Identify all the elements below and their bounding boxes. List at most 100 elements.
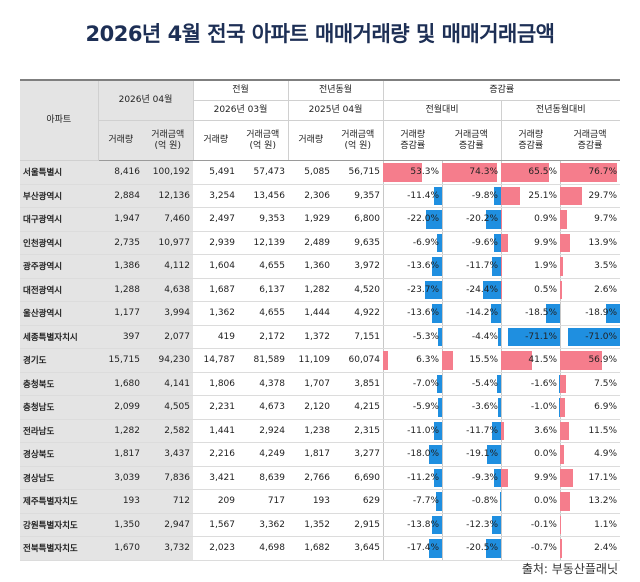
positive-change-bar: [501, 257, 503, 276]
header-prev-year: 전년동월: [287, 80, 383, 101]
prev-year-volume-cell: 2,489: [288, 231, 333, 255]
change-cell: 41.5%: [501, 348, 560, 373]
change-axis: [442, 490, 443, 513]
change-value: 6.9%: [594, 402, 618, 413]
change-axis: [383, 372, 384, 395]
change-axis: [383, 302, 384, 325]
prev-month-volume-cell: 419: [193, 325, 238, 349]
change-value: 7.5%: [594, 378, 618, 389]
prev-month-volume-cell: 1,441: [193, 419, 238, 443]
prev-month-volume-cell: 209: [193, 489, 238, 514]
table-row: 충청남도 2,099 4,505 2,231 4,673 2,120 4,215 -5.9% -…: [20, 395, 621, 420]
change-cell: -6.9%: [383, 231, 442, 255]
change-cell: 6.9%: [560, 395, 621, 420]
change-cell: -5.9%: [383, 395, 442, 420]
positive-change-bar: [560, 539, 562, 558]
change-value: 74.3%: [469, 167, 498, 178]
change-value: -9.6%: [471, 237, 498, 248]
change-axis: [383, 513, 384, 536]
region-name: 울산광역시: [20, 301, 98, 326]
change-value: -3.6%: [471, 402, 498, 413]
positive-change-bar: [560, 257, 563, 276]
change-cell: 0.0%: [501, 489, 560, 514]
change-value: 4.9%: [594, 449, 618, 460]
change-axis: [442, 208, 443, 231]
prev-year-amount-cell: 7,151: [333, 325, 383, 349]
positive-change-bar: [383, 163, 423, 182]
positive-change-bar: [560, 398, 566, 417]
prev-month-amount-cell: 81,589: [238, 348, 288, 373]
header-prev-month: 전월: [192, 80, 288, 101]
change-axis: [501, 372, 502, 395]
change-cell: 3.6%: [501, 419, 560, 443]
change-value: -13.6%: [407, 308, 439, 319]
change-cell: -19.1%: [442, 442, 501, 467]
page-title: 2026년 4월 전국 아파트 매매거래량 및 매매거래금액: [85, 22, 555, 46]
change-cell: 56.9%: [560, 348, 621, 373]
change-value: -11.7%: [466, 425, 498, 436]
change-value: 2.6%: [594, 284, 618, 295]
prev-year-amount-cell: 2,915: [333, 513, 383, 537]
change-cell: -7.7%: [383, 489, 442, 514]
change-axis: [442, 466, 443, 489]
amount-cell: 2,077: [143, 325, 193, 349]
negative-change-bar: [494, 468, 501, 487]
change-cell: 7.5%: [560, 372, 621, 396]
prev-month-amount-cell: 4,698: [238, 536, 288, 561]
change-value: -18.5%: [525, 308, 557, 319]
change-cell: 1.9%: [501, 254, 560, 279]
positive-change-bar: [501, 233, 509, 252]
col-mom-amt-change: 거래금액 증감률: [442, 120, 501, 161]
volume-cell: 2,735: [98, 231, 143, 255]
volume-cell: 8,416: [98, 160, 143, 185]
amount-cell: 4,505: [143, 395, 193, 420]
region-name: 전북특별자치도: [20, 536, 98, 561]
change-value: -23.7%: [407, 284, 439, 295]
change-axis: [383, 184, 384, 207]
change-axis: [501, 325, 502, 348]
change-value: -11.0%: [407, 425, 439, 436]
negative-change-bar: [497, 374, 501, 393]
region-name: 충청남도: [20, 395, 98, 420]
positive-change-bar: [560, 186, 582, 205]
table-row: 부산광역시 2,884 12,136 3,254 13,456 2,306 9,357 -11…: [20, 184, 621, 208]
volume-cell: 15,715: [98, 348, 143, 373]
prev-year-volume-cell: 1,238: [288, 419, 333, 443]
table-row: 인천광역시 2,735 10,977 2,939 12,139 2,489 9,635 -6.…: [20, 231, 621, 255]
table-row: 전라남도 1,282 2,582 1,441 2,924 1,238 2,315 -11.0%…: [20, 419, 621, 443]
negative-change-bar: [507, 327, 560, 346]
amount-cell: 712: [143, 489, 193, 514]
change-axis: [383, 419, 384, 442]
change-cell: 0.5%: [501, 278, 560, 302]
change-cell: -17.4%: [383, 536, 442, 561]
change-axis: [560, 325, 561, 348]
table-row: 대전광역시 1,288 4,638 1,687 6,137 1,282 4,520 -23.7…: [20, 278, 621, 302]
negative-change-bar: [546, 304, 560, 323]
header-yoy: 전년동월대비: [500, 100, 621, 121]
volume-cell: 1,288: [98, 278, 143, 302]
prev-month-volume-cell: 2,939: [193, 231, 238, 255]
positive-change-bar: [442, 351, 454, 370]
change-value: 76.7%: [588, 167, 618, 178]
change-cell: -11.7%: [442, 419, 501, 443]
amount-cell: 7,460: [143, 207, 193, 232]
change-axis: [501, 396, 502, 419]
change-value: 9.9%: [534, 472, 557, 483]
change-value: -22.0%: [407, 214, 439, 225]
change-value: -1.6%: [530, 378, 557, 389]
header-change: 증감률: [382, 80, 621, 101]
volume-cell: 2,099: [98, 395, 143, 420]
region-name: 전라남도: [20, 419, 98, 443]
prev-year-amount-cell: 9,635: [333, 231, 383, 255]
negative-change-bar: [558, 374, 560, 393]
change-value: 1.1%: [594, 519, 618, 530]
change-cell: -13.8%: [383, 513, 442, 537]
change-value: 2.4%: [594, 543, 618, 554]
change-value: 53.3%: [410, 167, 439, 178]
change-value: -20.5%: [466, 543, 498, 554]
change-axis: [383, 466, 384, 489]
change-cell: -9.6%: [442, 231, 501, 255]
negative-change-bar: [436, 374, 442, 393]
region-name: 충청북도: [20, 372, 98, 396]
change-axis: [442, 537, 443, 560]
